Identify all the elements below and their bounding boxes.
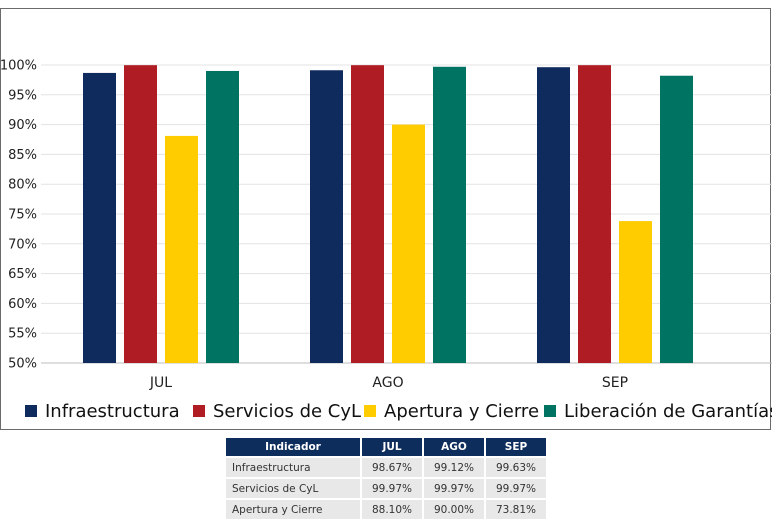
legend-swatch <box>364 405 376 417</box>
data-table: Indicador JUL AGO SEP Infraestructura 98… <box>224 436 548 521</box>
bar-sep-2 <box>619 221 652 363</box>
legend-swatch <box>544 405 556 417</box>
table-row: Infraestructura 98.67% 99.12% 99.63% <box>226 458 546 477</box>
y-tick-label: 65% <box>8 267 37 282</box>
y-tick-label: 55% <box>8 327 37 342</box>
table-row: Apertura y Cierre 88.10% 90.00% 73.81% <box>226 500 546 519</box>
y-tick-label: 75% <box>8 208 37 223</box>
chart-frame: 50% 55% 60% 65% 70% 75% 80% 85% 90% 95% 100% JUL AGO… <box>0 8 772 430</box>
bar-ago-2 <box>392 124 425 363</box>
bar-chart: 50% 55% 60% 65% 70% 75% 80% 85% 90% 95% 100% JUL AGO… <box>1 59 772 422</box>
x-tick-label: SEP <box>602 375 628 391</box>
bar-sep-1 <box>578 65 611 363</box>
header-indicador: Indicador <box>226 438 360 456</box>
header-jul: JUL <box>362 438 422 456</box>
bar-jul-1 <box>124 65 157 363</box>
table-cell: 88.10% <box>362 500 422 519</box>
bar-ago-3 <box>433 66 466 363</box>
bar-sep-3 <box>660 75 693 363</box>
y-tick-label: 95% <box>8 88 37 103</box>
table-row: Servicios de CyL 99.97% 99.97% 99.97% <box>226 479 546 498</box>
legend-swatch <box>25 405 37 417</box>
x-tick-label: JUL <box>149 375 172 391</box>
legend-label: Liberación de Garantías <box>564 401 772 422</box>
table-cell: 99.97% <box>486 479 546 498</box>
bar-jul-3 <box>206 70 239 364</box>
table-cell: Apertura y Cierre <box>226 500 360 519</box>
bar-sep-0 <box>537 67 570 363</box>
table-cell: 99.97% <box>424 479 484 498</box>
y-tick-label: 80% <box>8 178 37 193</box>
table-cell: 98.67% <box>362 458 422 477</box>
y-tick-label: 70% <box>8 237 37 252</box>
table-cell: 99.63% <box>486 458 546 477</box>
table-cell: Servicios de CyL <box>226 479 360 498</box>
table-cell: 73.81% <box>486 500 546 519</box>
y-tick-label: 100% <box>1 59 37 74</box>
y-tick-label: 85% <box>8 148 37 163</box>
legend-label: Servicios de CyL <box>213 401 361 422</box>
y-tick-label: 50% <box>8 357 37 372</box>
table-cell: 99.97% <box>362 479 422 498</box>
bar-ago-0 <box>310 70 343 363</box>
bar-jul-2 <box>165 135 198 363</box>
bar-ago-1 <box>351 65 384 363</box>
header-ago: AGO <box>424 438 484 456</box>
table-cell: 90.00% <box>424 500 484 519</box>
legend-label: Apertura y Cierre <box>384 401 539 422</box>
y-tick-label: 60% <box>8 297 37 312</box>
table-cell: Infraestructura <box>226 458 360 477</box>
table-header-row: Indicador JUL AGO SEP <box>226 438 546 456</box>
table-cell: 99.12% <box>424 458 484 477</box>
bar-jul-0 <box>83 72 116 363</box>
legend-label: Infraestructura <box>45 401 180 422</box>
x-tick-label: AGO <box>372 375 403 391</box>
y-tick-label: 90% <box>8 118 37 133</box>
header-sep: SEP <box>486 438 546 456</box>
legend-swatch <box>193 405 205 417</box>
